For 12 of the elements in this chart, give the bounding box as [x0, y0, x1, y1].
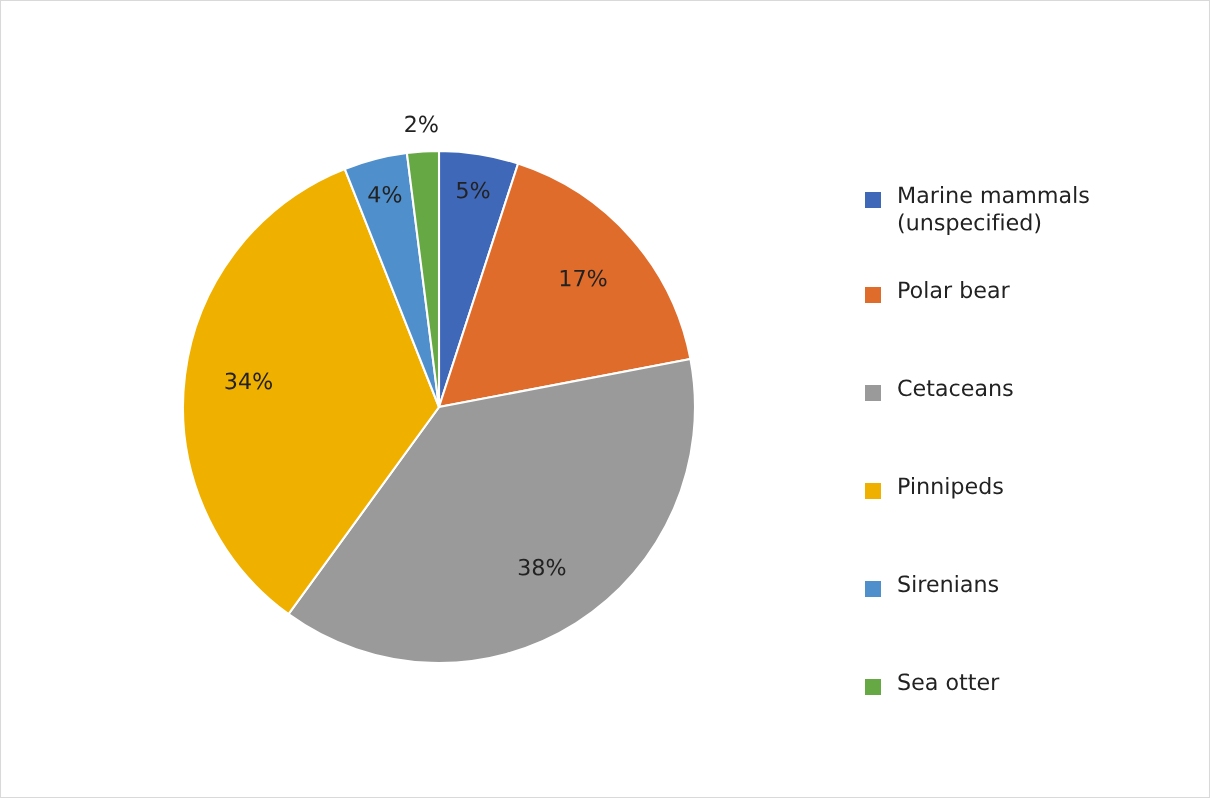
legend-label: Pinnipeds: [899, 477, 1003, 499]
data-label: 5%: [457, 181, 490, 199]
legend-label: Marine mammals (unspecified): [898, 186, 1089, 235]
data-label: 2%: [405, 115, 438, 133]
data-label: 34%: [225, 372, 272, 390]
data-label: 4%: [368, 185, 402, 203]
data-label: 38%: [518, 558, 566, 576]
legend-label: Cetaceans: [898, 379, 1013, 397]
data-label: 17%: [560, 269, 607, 287]
legend-label: Sea otter: [898, 673, 1000, 691]
legend-label: Polar bear: [899, 281, 1010, 299]
legend-label: Sirenians: [898, 575, 999, 593]
